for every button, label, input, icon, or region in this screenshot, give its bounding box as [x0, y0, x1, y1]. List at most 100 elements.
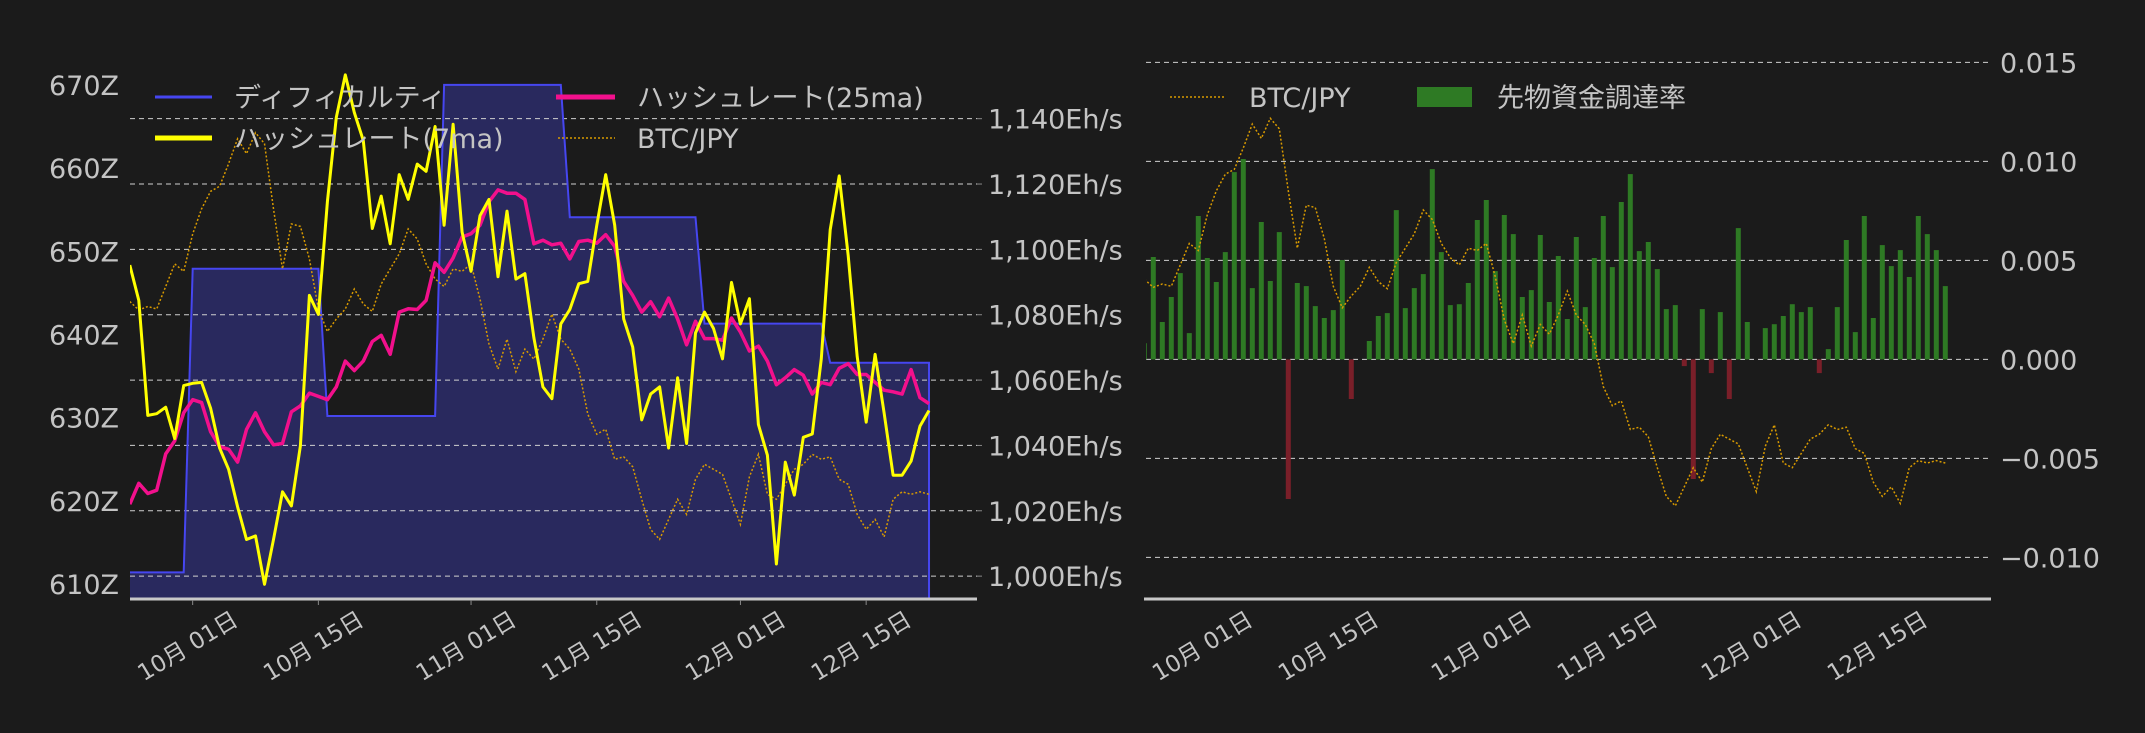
funding-rate-bar	[1555, 256, 1561, 360]
funding-rate-bar	[1690, 359, 1696, 479]
right-axis-tick-label: 1,080Eh/s	[988, 301, 1123, 332]
funding-rate-bar	[1708, 359, 1714, 374]
funding-rate-bar	[1546, 302, 1552, 360]
left-legend: ディフィカルティ ハッシュレート(25ma) ハッシュレート(7ma) BTC/…	[155, 83, 924, 155]
x-axis-tick-label: 11月 01日	[1427, 607, 1536, 687]
funding-rate-bar	[1771, 324, 1777, 360]
legend-label-funding-rate: 先物資金調達率	[1497, 83, 1686, 114]
left-axis-tick-label: 640Z	[49, 320, 119, 351]
legend-label-hashrate-25ma: ハッシュレート(25ma)	[637, 83, 924, 114]
funding-rate-bar	[1321, 318, 1327, 360]
legend-swatch-funding-rate	[1417, 87, 1472, 107]
funding-rate-bar	[1492, 271, 1498, 360]
funding-rate-bar	[1483, 200, 1489, 360]
funding-rate-bar	[1906, 277, 1912, 360]
right-legend: BTC/JPY 先物資金調達率	[1170, 83, 1686, 114]
funding-rate-bar	[1942, 286, 1948, 360]
left-plot-area	[130, 73, 977, 600]
left-axis-tick-label: 610Z	[49, 570, 119, 601]
right-axis-tick-label: 0.005	[2000, 246, 2077, 277]
funding-rate-bar	[1888, 266, 1894, 360]
x-axis-tick-label: 12月 15日	[1823, 607, 1932, 687]
x-axis-tick-label: 10月 01日	[133, 607, 242, 687]
funding-rate-bar	[1636, 251, 1642, 360]
right-axis-tick-label: 1,000Eh/s	[988, 562, 1123, 593]
funding-rate-bar	[1447, 305, 1453, 360]
funding-rate-bar	[1249, 288, 1255, 360]
right-axis-tick-label: 1,140Eh/s	[988, 105, 1123, 136]
funding-rate-bar	[1780, 316, 1786, 360]
funding-rate-bar	[1501, 215, 1507, 360]
legend-label-difficulty: ディフィカルティ	[234, 83, 446, 114]
x-axis-tick-label: 11月 15日	[1553, 607, 1662, 687]
right-axis-tick-label: 1,020Eh/s	[988, 497, 1123, 528]
funding-rate-bar	[1402, 308, 1408, 360]
funding-rate-bar	[1375, 316, 1381, 360]
funding-rate-bar	[1897, 250, 1903, 360]
funding-rate-bar	[1159, 322, 1165, 360]
funding-rate-bar	[1339, 260, 1345, 360]
funding-rate-bar	[1465, 283, 1471, 360]
funding-rate-bar	[1933, 250, 1939, 360]
difficulty-area	[130, 84, 930, 599]
funding-rate-bar	[1213, 282, 1219, 360]
funding-rate-bar	[1834, 307, 1840, 360]
x-axis-tick-label: 12月 01日	[1697, 607, 1806, 687]
funding-rate-bar	[1519, 297, 1525, 360]
funding-rate-bar	[1393, 210, 1399, 360]
funding-rate-bar	[1510, 234, 1516, 360]
funding-rate-bar	[1285, 359, 1291, 499]
funding-rate-bar	[1762, 328, 1768, 360]
funding-rate-bar	[1618, 202, 1624, 360]
legend-label-hashrate-7ma: ハッシュレート(7ma)	[234, 124, 504, 155]
funding-rate-bar	[1267, 281, 1273, 360]
x-axis-tick-label: 12月 15日	[807, 607, 916, 687]
funding-rate-bar	[1411, 288, 1417, 360]
hashrate-difficulty-chart: ディフィカルティ ハッシュレート(25ma) ハッシュレート(7ma) BTC/…	[49, 71, 1123, 687]
funding-rate-bar	[1735, 228, 1741, 360]
funding-rate-bar	[1429, 169, 1435, 360]
x-axis-tick-label: 10月 15日	[1274, 607, 1383, 687]
right-axis-tick-label: 1,100Eh/s	[988, 235, 1123, 266]
funding-rate-bar	[1222, 252, 1228, 360]
funding-rate-bar	[1717, 312, 1723, 360]
funding-rate-bar	[1591, 258, 1597, 360]
right-axis-tick-label: 0.000	[2000, 345, 2077, 376]
funding-rate-bar	[1420, 274, 1426, 360]
x-axis-tick-label: 10月 15日	[259, 607, 368, 687]
funding-rate-bar	[1573, 237, 1579, 360]
left-axis-tick-label: 630Z	[49, 404, 119, 435]
funding-rate-bar	[1312, 306, 1318, 360]
right-axis-tick-label: 1,040Eh/s	[988, 431, 1123, 462]
funding-rate-bar	[1582, 307, 1588, 360]
funding-rate-bar	[1600, 216, 1606, 360]
funding-rate-bar	[1474, 220, 1480, 360]
left-axis-tick-label: 650Z	[49, 237, 119, 268]
hashrate-25ma-line	[130, 188, 930, 505]
funding-rate-bar	[1150, 257, 1156, 360]
right-axis-tick-label: 0.010	[2000, 147, 2077, 178]
legend-label-btc-jpy: BTC/JPY	[637, 124, 739, 155]
legend-label-btc-jpy: BTC/JPY	[1249, 83, 1351, 114]
funding-rate-bar	[1681, 359, 1687, 367]
funding-rate-bar	[1231, 172, 1237, 360]
funding-rate-bar	[1816, 359, 1822, 374]
funding-rate-bar	[1915, 216, 1921, 360]
funding-rate-bar	[1861, 216, 1867, 360]
x-axis-tick-label: 11月 15日	[538, 607, 647, 687]
right-plot-area	[1146, 61, 1991, 558]
funding-rate-bar	[1303, 286, 1309, 360]
right-axis-tick-label: 1,060Eh/s	[988, 366, 1123, 397]
funding-rate-bar	[1204, 258, 1210, 360]
funding-rate-bar	[1654, 269, 1660, 360]
funding-rate-bar	[1537, 235, 1543, 360]
funding-rate-bar	[1798, 312, 1804, 360]
funding-rate-bar	[1789, 304, 1795, 360]
funding-rate-bar	[1384, 313, 1390, 360]
left-axis-tick-label: 620Z	[49, 487, 119, 518]
left-axis-tick-label: 660Z	[49, 154, 119, 185]
funding-rate-bar	[1348, 359, 1354, 399]
funding-rate-bar	[1258, 222, 1264, 360]
difficulty-line	[130, 83, 931, 600]
